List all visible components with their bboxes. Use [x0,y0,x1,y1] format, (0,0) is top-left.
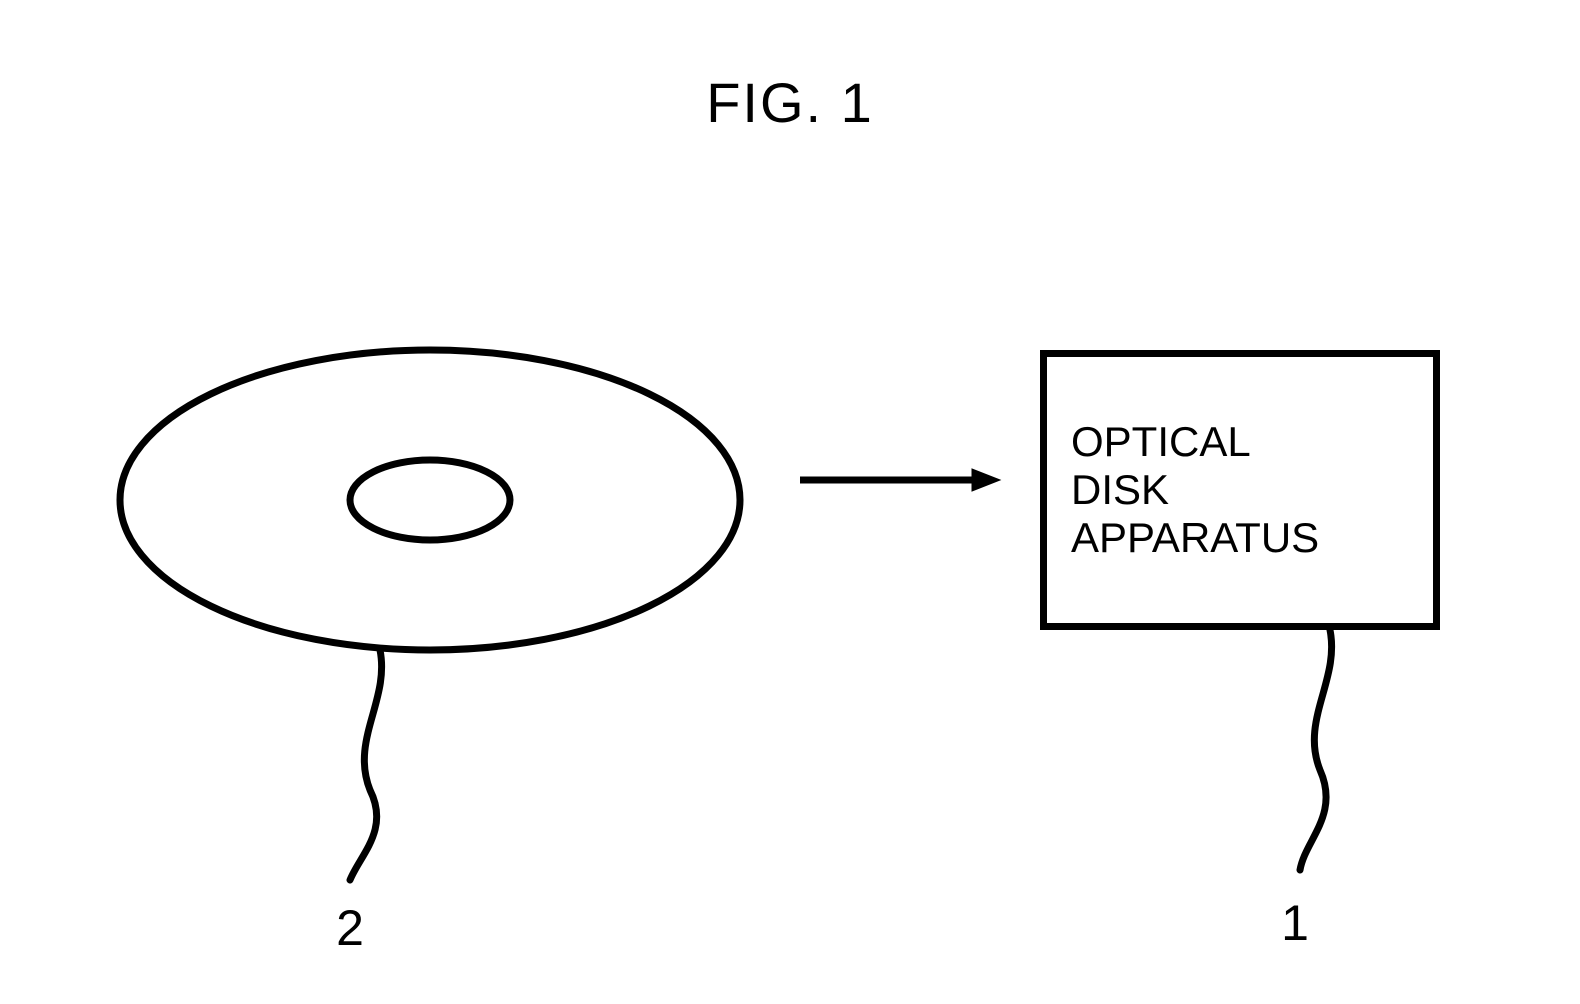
figure-canvas: FIG. 1 21 OPTICAL DISK APPARATUS [0,0,1580,1004]
optical-disk-apparatus-box: OPTICAL DISK APPARATUS [1040,350,1440,630]
leader-disk [350,650,382,880]
disk-outer [120,350,740,650]
leader-box [1300,630,1332,870]
disk-hole [350,460,510,540]
ref-label-box: 1 [1281,895,1309,951]
ref-label-disk: 2 [336,900,364,956]
arrow-head [972,469,1000,491]
